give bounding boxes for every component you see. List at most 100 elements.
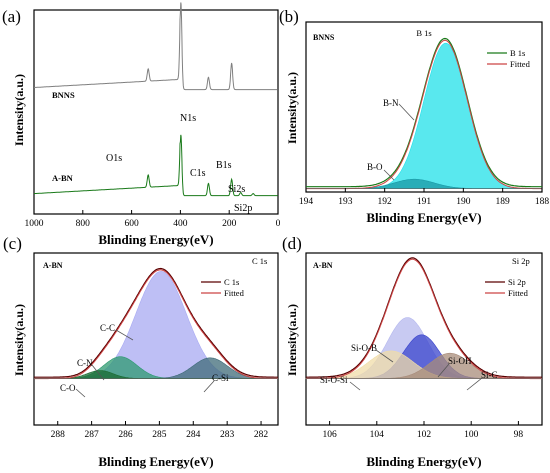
panel-a-x-tick-label-5: 0 [276, 219, 281, 229]
panel-b-annotation-b-n: B-N [383, 98, 399, 108]
panel-c-leader-c-n [91, 364, 105, 381]
panel-d-x-tick-label-3: 100 [464, 430, 479, 440]
panel-d-leader-si-o-si [349, 381, 361, 391]
panel-d-annotation-si-o-b: Si-O-B [351, 343, 377, 353]
panel-c-x-tick-label-3: 285 [152, 430, 167, 440]
panel-b-x-tick-label-5: 189 [496, 197, 511, 207]
panel-a-annotation-o1s: O1s [106, 153, 122, 164]
panel-d-x-tick-label-2: 102 [417, 430, 432, 440]
panel-a-annotation-n1s: N1s [180, 113, 196, 124]
panel-d-x-tick-label-4: 98 [514, 430, 524, 440]
panel-b-x-ticks: 194 193 192 191 190 189 188 [299, 188, 550, 207]
panel-c-measured-line [34, 267, 278, 378]
panel-a-annotation-si2p: Si2p [234, 203, 252, 214]
panel-b-sample-label: BNNS [313, 33, 335, 42]
panel-a-annotation-b1s: B1s [216, 160, 232, 171]
panel-c: (c) 288 287 286 285 284 283 282 C 1s A-BN Blin… [3, 234, 279, 469]
panel-b-legend-1: Fitted [510, 59, 531, 69]
panel-d-annotation-si-oh: Si-OH [448, 356, 472, 366]
panel-d-title: Si 2p [512, 256, 530, 266]
panel-c-legend-0: C 1s [224, 277, 239, 287]
panel-c-lines [34, 267, 278, 380]
panel-b-x-tick-label-2: 192 [378, 197, 393, 207]
panel-c-x-label: Blinding Energy(eV) [98, 454, 213, 469]
panel-d-x-ticks: 106 104 102 100 98 [322, 421, 523, 440]
panel-c-fitted-line [34, 269, 278, 380]
panel-c-x-tick-label-2: 286 [118, 430, 133, 440]
panel-c-leader-c-o [75, 388, 86, 398]
panel-c-annotation-c-o: C-O [60, 383, 76, 393]
panel-d-label: (d) [282, 234, 302, 253]
panel-c-x-tick-label-0: 288 [51, 430, 66, 440]
panel-a-x-ticks: 1000 800 600 400 200 0 [25, 210, 281, 229]
panel-d-leader-si-oh [437, 363, 450, 378]
panel-b-x-tick-label-6: 188 [535, 197, 550, 207]
panel-c-legend-1: Fitted [224, 288, 245, 298]
panel-c-leader-c-c [115, 329, 134, 341]
panel-d: (d) 106 104 102 100 98 Si 2p A-BN Blinding E… [282, 234, 543, 469]
panel-b-x-label: Blinding Energy(eV) [366, 210, 481, 225]
panel-d-sample-label: A-BN [313, 261, 333, 270]
panel-a-label-bnns: BNNS [52, 90, 75, 100]
panel-c-annotation-c-n: C-N [77, 358, 93, 368]
panel-b-label: (b) [279, 7, 299, 26]
panel-c-components [34, 271, 279, 379]
panel-c-x-ticks: 288 287 286 285 284 283 282 [51, 421, 269, 440]
panel-d-x-label: Blinding Energy(eV) [366, 454, 481, 469]
panel-a-label: (a) [2, 7, 21, 26]
panel-a-x-tick-label-0: 1000 [25, 219, 44, 229]
panel-c-title: C 1s [252, 256, 267, 266]
panel-d-legend-0: Si 2p [508, 277, 526, 287]
panel-c-leader-c-si [203, 380, 215, 393]
panel-b-x-tick-label-4: 190 [456, 197, 471, 207]
panel-c-frame [33, 252, 279, 426]
panel-a: (a) 1000 800 600 400 200 0 Blinding Energy(eV… [2, 2, 281, 247]
panel-b-annotation-b-o: B-O [367, 162, 383, 172]
panel-a-series-a-bn [34, 134, 278, 197]
panel-a-annotation-c1s: C1s [190, 168, 206, 179]
panel-d-annotation-si-o-si: Si-O-Si [320, 375, 348, 385]
panel-b-title: B 1s [416, 28, 431, 38]
panel-b-legend: B 1s Fitted [487, 48, 531, 69]
panel-b-y-label: Intensity(a.u.) [285, 72, 299, 144]
panel-c-annotation-c-c: C-C [100, 323, 115, 333]
panel-d-legend-1: Fitted [508, 288, 529, 298]
panel-d-annotation-si-c: Si-C [481, 370, 498, 380]
panel-d-y-label: Intensity(a.u.) [285, 304, 299, 376]
panel-d-leader-si-o-b [375, 349, 394, 363]
panel-c-sample-label: A-BN [43, 261, 63, 270]
panel-b-leader-b-n [398, 103, 415, 121]
panel-a-frame [33, 9, 279, 215]
panel-c-annotation-c-si: C-Si [212, 373, 229, 383]
panel-d-x-tick-label-0: 106 [322, 430, 337, 440]
panel-b-x-tick-label-1: 193 [338, 197, 353, 207]
panel-a-x-tick-label-1: 800 [76, 219, 91, 229]
panel-a-series-bnns [34, 2, 278, 91]
panel-b: (b) 194 193 192 191 190 189 188 B 1s BNNS Blin… [279, 7, 549, 225]
panel-c-x-tick-label-1: 287 [84, 430, 99, 440]
panel-a-x-tick-label-2: 600 [124, 219, 139, 229]
panel-b-x-tick-label-3: 191 [417, 197, 432, 207]
panel-b-legend-0: B 1s [510, 48, 525, 58]
panel-a-x-label: Blinding Energy(eV) [98, 232, 213, 247]
panel-c-x-tick-label-6: 282 [254, 430, 269, 440]
panel-c-x-tick-label-5: 283 [220, 430, 235, 440]
panel-c-x-tick-label-4: 284 [186, 430, 201, 440]
panel-c-label: (c) [3, 234, 22, 253]
panel-d-components [305, 317, 542, 379]
panel-c-legend: C 1s Fitted [201, 277, 245, 298]
panel-a-y-label: Intensity(a.u.) [12, 74, 26, 146]
panel-d-leader-si-c [466, 377, 483, 391]
panel-a-label-abn: A-BN [52, 173, 74, 183]
panel-b-components [306, 42, 542, 189]
panel-a-annotation-si2s: Si2s [228, 184, 245, 195]
panel-b-leader-b-o [383, 169, 395, 181]
panel-d-measured-line [306, 257, 542, 378]
panel-b-component-b-n [306, 42, 542, 189]
panel-d-x-tick-label-1: 104 [370, 430, 385, 440]
panel-d-lines [306, 257, 542, 380]
panel-b-x-tick-label-0: 194 [299, 197, 314, 207]
panel-d-fitted-line [306, 258, 542, 380]
panel-a-curves [34, 2, 278, 197]
